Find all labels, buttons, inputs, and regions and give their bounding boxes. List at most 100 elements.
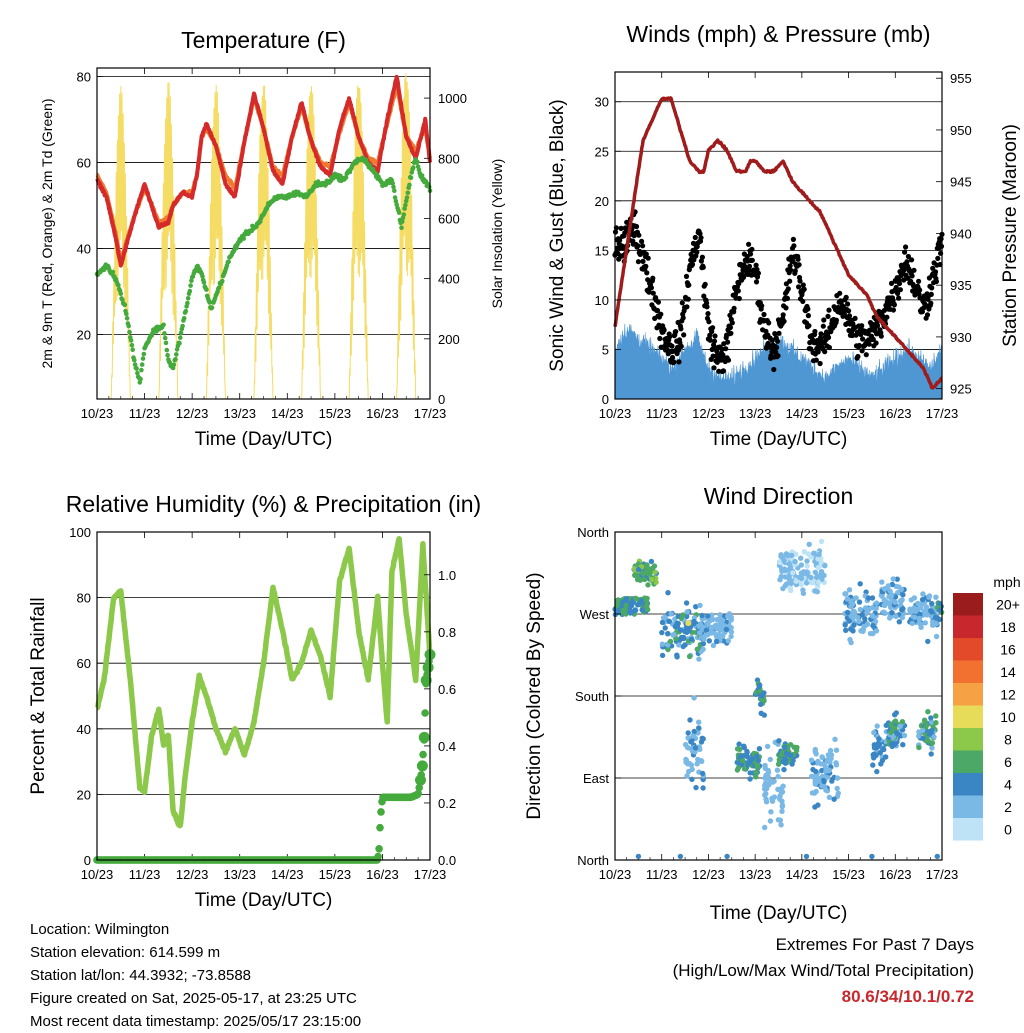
- direction-point: [622, 606, 628, 613]
- gust-point: [845, 301, 851, 307]
- direction-point: [929, 745, 935, 751]
- direction-point: [683, 600, 690, 606]
- gust-point: [676, 359, 682, 365]
- x-tick-label: 14/23: [271, 406, 304, 421]
- direction-point: [899, 607, 905, 613]
- colorbar-swatch-4: [953, 683, 983, 706]
- gust-point: [796, 284, 802, 290]
- gust-point: [707, 337, 713, 343]
- gust-point: [788, 267, 794, 273]
- gust-point: [716, 368, 722, 374]
- gust-point: [772, 331, 778, 337]
- direction-point: [916, 744, 922, 751]
- direction-point: [696, 719, 702, 725]
- direction-point: [676, 642, 682, 648]
- direction-point: [685, 620, 692, 627]
- direction-point: [687, 717, 693, 723]
- direction-point: [815, 579, 822, 586]
- direction-point: [788, 752, 794, 758]
- x-tick-label: 17/23: [926, 406, 959, 421]
- gust-point: [912, 292, 918, 298]
- x-tick-label: 16/23: [366, 867, 399, 882]
- gust-point: [896, 280, 903, 287]
- dewpoint-point: [177, 340, 182, 346]
- y2-tick-label: 0.8: [438, 625, 456, 640]
- gust-point: [874, 322, 881, 329]
- direction-point: [694, 646, 700, 652]
- direction-point: [842, 591, 848, 597]
- rainfall-point: [416, 760, 428, 772]
- plot-border: [614, 71, 943, 400]
- dewpoint-point: [204, 287, 209, 292]
- direction-point: [648, 558, 655, 565]
- dewpoint-point: [110, 269, 116, 275]
- direction-point: [736, 741, 742, 747]
- direction-point: [754, 764, 761, 770]
- y2-tick-label: 600: [438, 211, 460, 226]
- direction-point: [881, 746, 887, 753]
- x-tick-label: 16/23: [879, 406, 912, 421]
- direction-point: [918, 605, 924, 611]
- gust-point: [870, 336, 876, 342]
- direction-point: [728, 633, 734, 640]
- direction-point: [693, 784, 699, 791]
- dewpoint-point: [216, 285, 222, 290]
- dewpoint-point: [189, 278, 194, 284]
- gust-point: [935, 255, 941, 261]
- x-tick-label: 17/23: [414, 406, 447, 421]
- dewpoint-point: [187, 288, 193, 294]
- direction-point: [889, 610, 895, 616]
- direction-point: [890, 576, 896, 582]
- x-axis-label: Time (Day/UTC): [195, 890, 333, 911]
- direction-point: [763, 772, 769, 779]
- dewpoint-point: [241, 236, 246, 241]
- direction-point: [744, 748, 750, 755]
- gust-point: [624, 219, 630, 225]
- colorbar-swatch-10: [953, 818, 983, 841]
- y2-tick-label: 925: [950, 382, 972, 397]
- gust-point: [852, 315, 858, 321]
- gust-point: [643, 263, 649, 269]
- direction-point: [821, 778, 827, 785]
- x-axis-label: Time (Day/UTC): [710, 903, 848, 924]
- gust-point: [826, 307, 832, 313]
- gust-point: [736, 295, 742, 302]
- plot-border: [96, 531, 431, 861]
- direction-point: [920, 591, 926, 597]
- x-tick-label: 10/23: [81, 406, 114, 421]
- direction-point: [928, 719, 935, 725]
- direction-point: [684, 773, 690, 779]
- x-tick-label: 14/23: [786, 406, 819, 421]
- direction-point: [933, 713, 939, 719]
- direction-point: [824, 757, 830, 763]
- colorbar-label: 6: [1004, 754, 1012, 770]
- gust-point: [705, 311, 711, 317]
- colorbar-label: 14: [1000, 664, 1016, 680]
- dewpoint-point: [132, 357, 137, 363]
- x-tick-label: 13/23: [223, 867, 256, 882]
- direction-point: [828, 752, 835, 758]
- direction-point: [812, 569, 818, 575]
- direction-point: [824, 774, 831, 780]
- direction-point: [671, 632, 677, 638]
- direction-point: [876, 741, 882, 747]
- direction-point: [870, 623, 876, 629]
- y-tick-label: North: [577, 853, 609, 868]
- colorbar-swatch-8: [953, 773, 983, 796]
- direction-point: [890, 734, 896, 740]
- direction-point: [692, 745, 699, 751]
- gust-point: [863, 352, 869, 358]
- colorbar-swatch-5: [953, 705, 983, 728]
- direction-point: [921, 717, 928, 723]
- direction-point: [869, 612, 875, 619]
- dewpoint-point: [396, 210, 402, 215]
- direction-point: [615, 608, 621, 614]
- humidity-precip-panel: Relative Humidity (%) & Precipitation (i…: [28, 491, 481, 911]
- direction-point: [698, 621, 704, 628]
- direction-point: [780, 783, 786, 789]
- x-tick-label: 15/23: [832, 867, 865, 882]
- y-tick-label: 60: [77, 156, 91, 171]
- direction-point: [909, 620, 915, 627]
- direction-point: [698, 758, 704, 764]
- direction-point: [767, 756, 773, 763]
